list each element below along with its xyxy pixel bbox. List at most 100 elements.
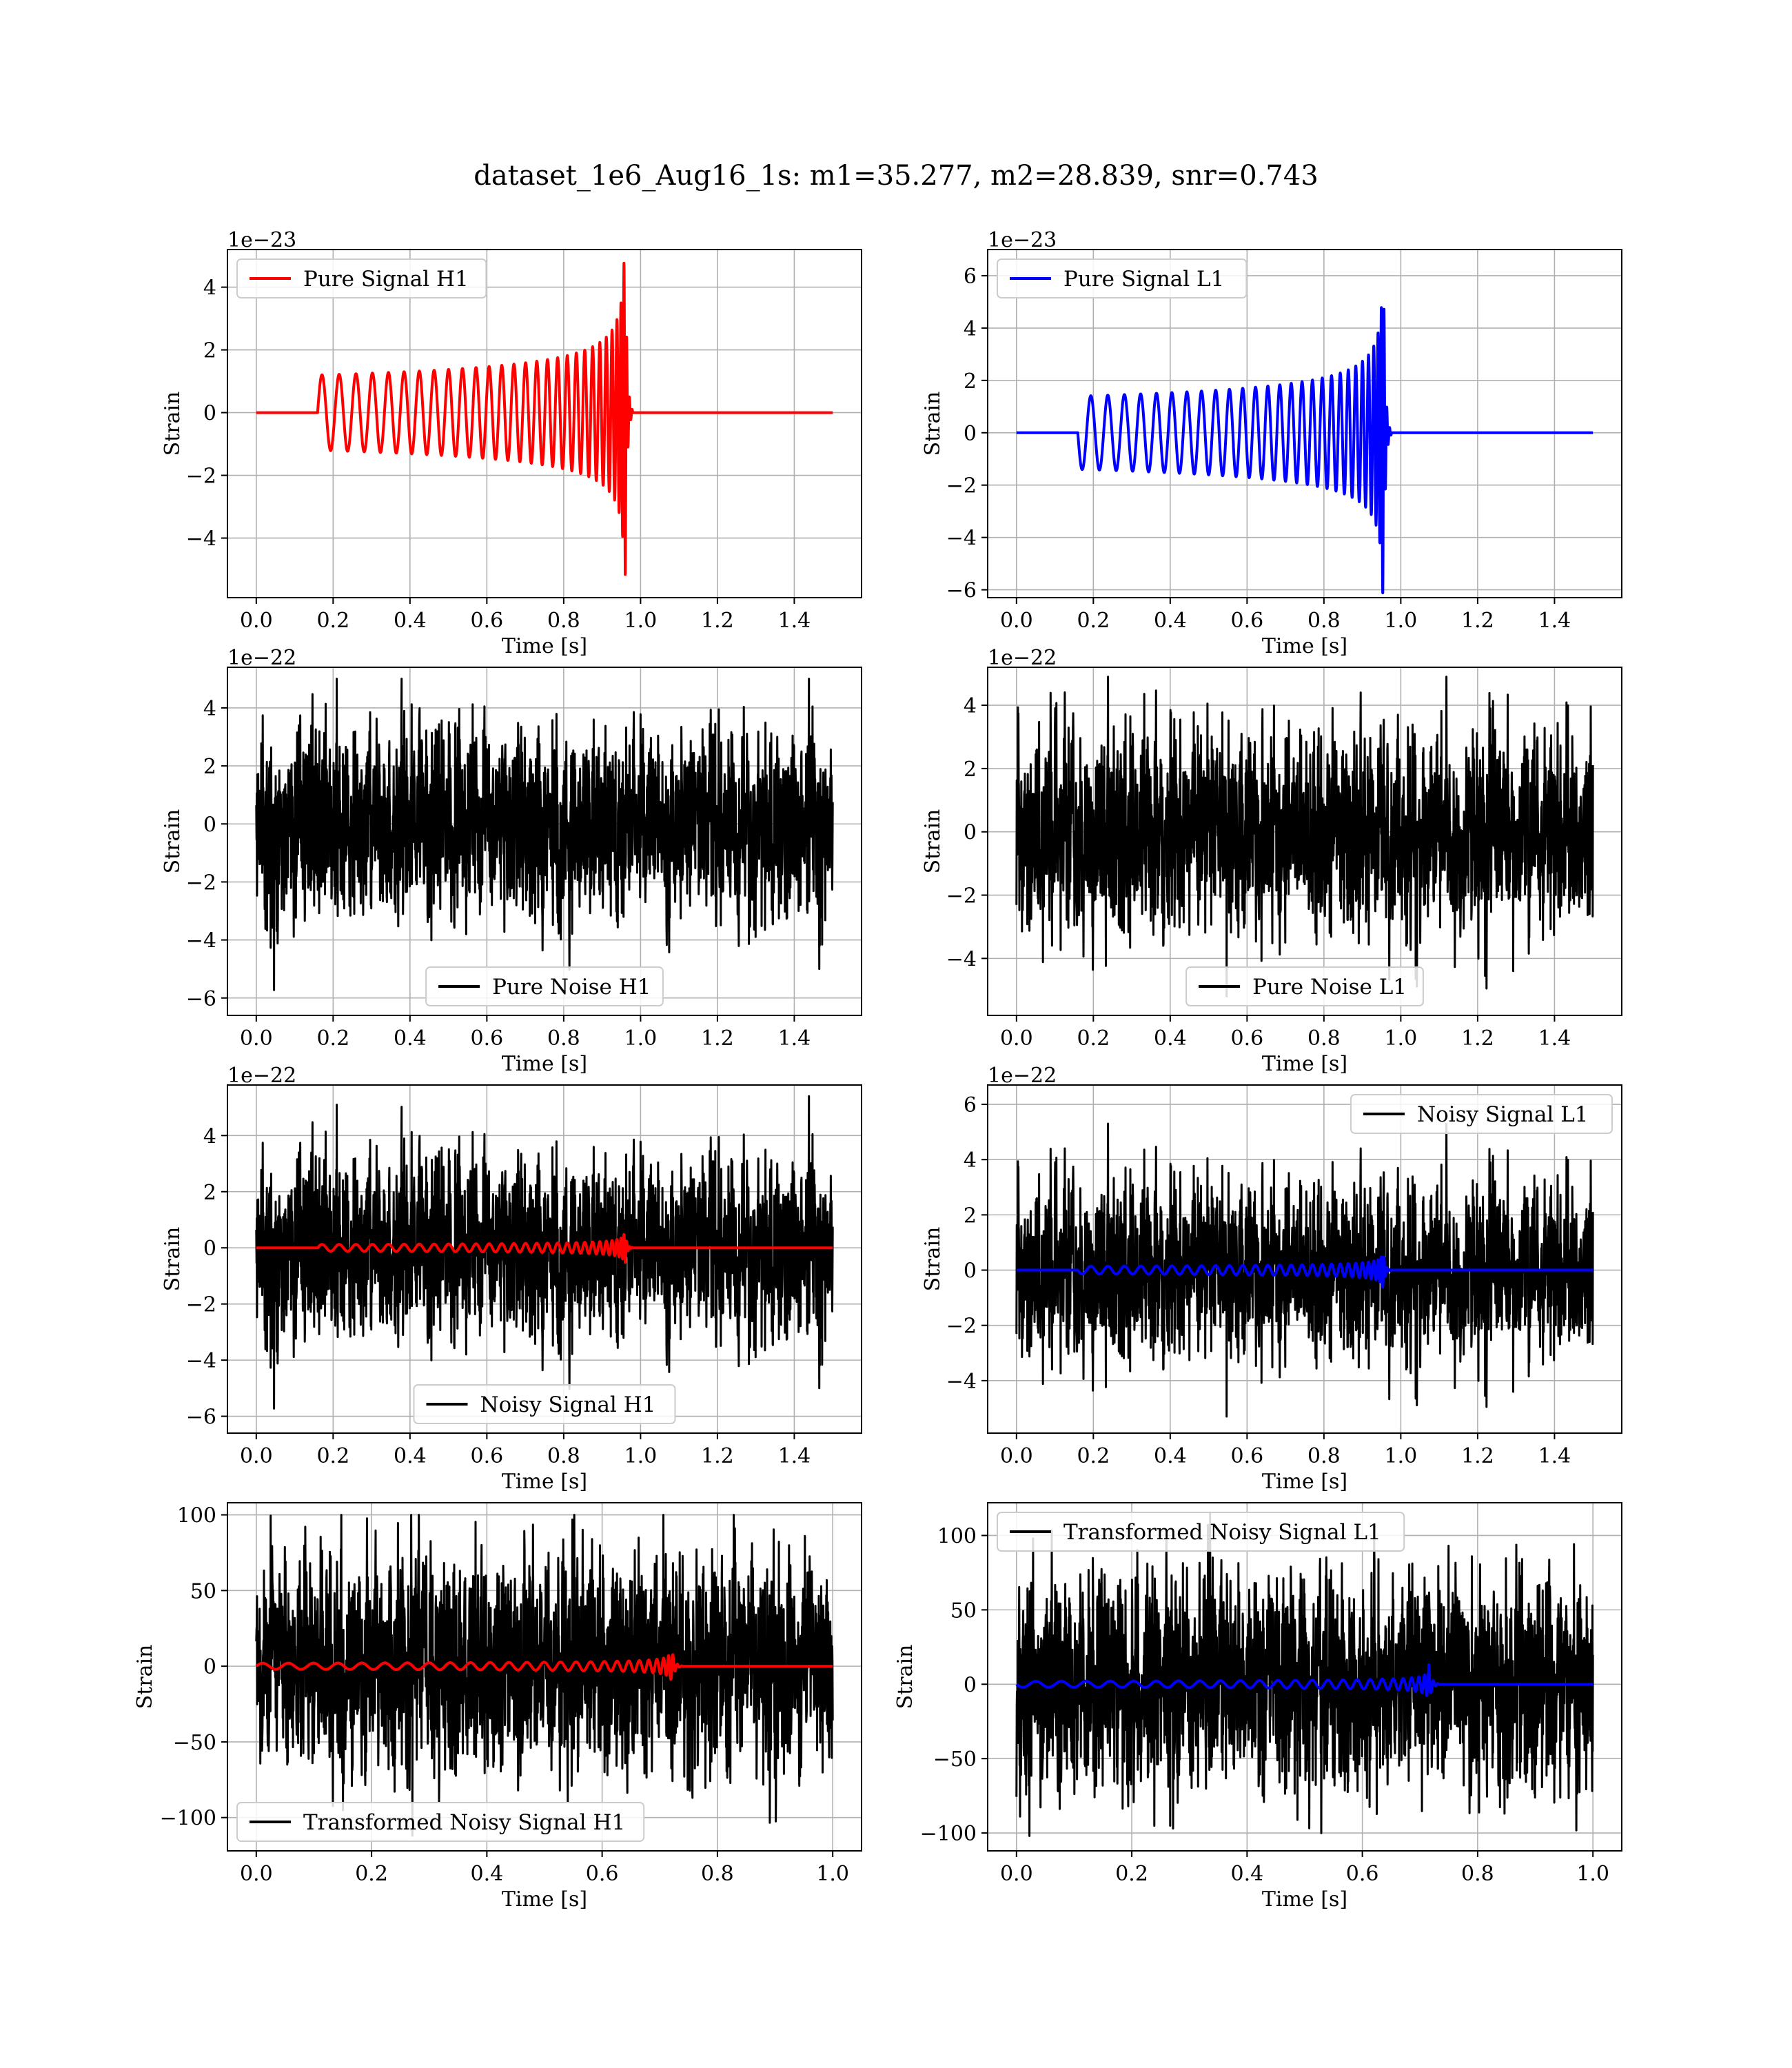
- legend-label: Noisy Signal H1: [480, 1392, 656, 1417]
- axes-frame: [987, 1084, 1622, 1434]
- scale-offset-label: 1e−22: [227, 646, 296, 670]
- axes-frame: [987, 667, 1622, 1016]
- legend-box: [236, 258, 487, 298]
- legend: Noisy Signal H1: [413, 1384, 676, 1424]
- x-axis-label: Time [s]: [1262, 1470, 1347, 1494]
- y-tick-label: −2: [186, 871, 216, 895]
- y-tick-label: −50: [173, 1731, 216, 1755]
- x-tick-label: 1.0: [1385, 609, 1418, 633]
- plot-area: [1015, 1512, 1594, 1837]
- y-tick-label: 100: [177, 1504, 216, 1528]
- x-axis-label: Time [s]: [502, 1470, 587, 1494]
- x-tick-label: 0.2: [355, 1862, 388, 1886]
- axes-frame: [987, 1502, 1622, 1852]
- y-tick-label: −4: [946, 947, 977, 971]
- y-tick-label: 4: [964, 317, 977, 341]
- y-tick-label: −2: [946, 1315, 977, 1339]
- legend-box: [997, 1512, 1405, 1552]
- chart-transformed-noisy-signal-l1: 0.0 0.2 0.4 0.6 0.8 1.0 −100 −50 0 50 100 Time [s] S…: [893, 1502, 1622, 1912]
- y-tick-label: 2: [964, 1204, 977, 1228]
- scale-offset-label: 1e−23: [988, 228, 1057, 252]
- x-tick-label: 0.8: [547, 1444, 580, 1468]
- noise-line: [255, 1095, 834, 1410]
- x-tick-label: 1.0: [1385, 1444, 1418, 1468]
- x-tick-label: 0.2: [1077, 1026, 1110, 1051]
- x-tick-label: 1.2: [1461, 1444, 1494, 1468]
- legend-label: Transformed Noisy Signal L1: [1063, 1520, 1381, 1545]
- x-tick-label: 1.2: [701, 1026, 734, 1051]
- x-tick-label: 0.0: [240, 1862, 273, 1886]
- y-tick-label: −50: [933, 1747, 977, 1772]
- y-axis-label: Strain: [161, 392, 185, 456]
- x-tick-label: 0.6: [1346, 1862, 1379, 1886]
- legend: Noisy Signal L1: [1350, 1094, 1613, 1134]
- x-tick-label: 0.6: [471, 1444, 504, 1468]
- plot-area: [1015, 676, 1594, 997]
- x-tick-label: 1.2: [1461, 609, 1494, 633]
- y-tick-label: 0: [964, 1673, 977, 1697]
- x-tick-label: 0.2: [1077, 1444, 1110, 1468]
- chart-noisy-signal-l1: 0.0 0.2 0.4 0.6 0.8 1.0 1.2 1.4 −4 −2 0 2 4 6 Time [s]…: [921, 1064, 1622, 1494]
- y-tick-label: 4: [964, 694, 977, 718]
- y-tick-label: −6: [186, 1406, 216, 1430]
- x-tick-label: 1.4: [778, 609, 811, 633]
- axes-frame: [227, 249, 862, 598]
- signal-line: [1015, 306, 1594, 595]
- x-tick-label: 0.6: [471, 609, 504, 633]
- x-tick-label: 0.6: [1231, 1444, 1264, 1468]
- scale-offset-label: 1e−22: [988, 1064, 1057, 1088]
- x-tick-label: 0.0: [1000, 1026, 1033, 1051]
- y-axis-label: Strain: [921, 809, 945, 874]
- signal-line: [255, 1233, 834, 1264]
- x-tick-label: 1.4: [1538, 1026, 1571, 1051]
- x-tick-label: 0.8: [1461, 1862, 1494, 1886]
- legend-label: Pure Noise L1: [1252, 975, 1407, 1000]
- x-axis-label: Time [s]: [502, 1887, 587, 1912]
- x-tick-label: 1.4: [1538, 1444, 1571, 1468]
- y-axis-label: Strain: [893, 1645, 917, 1710]
- x-tick-label: 0.0: [240, 609, 273, 633]
- y-tick-label: 2: [203, 339, 216, 363]
- x-tick-label: 0.8: [1307, 1026, 1341, 1051]
- x-tick-label: 0.0: [1000, 1444, 1033, 1468]
- y-tick-label: 4: [203, 1124, 216, 1148]
- y-axis-label: Strain: [161, 1227, 185, 1292]
- noise-line: [255, 678, 834, 991]
- x-tick-label: 0.2: [316, 1444, 349, 1468]
- y-tick-label: 0: [203, 402, 216, 426]
- axes-frame: [227, 667, 862, 1016]
- y-tick-label: −4: [946, 1370, 977, 1394]
- y-tick-label: 4: [203, 276, 216, 301]
- scale-offset-label: 1e−22: [988, 646, 1057, 670]
- plot-area: [255, 678, 834, 991]
- y-axis-label: Strain: [161, 809, 185, 874]
- legend-label: Pure Signal H1: [303, 267, 469, 292]
- x-tick-label: 0.0: [1000, 1862, 1033, 1886]
- y-tick-label: 50: [950, 1599, 977, 1623]
- y-tick-label: −100: [920, 1822, 977, 1846]
- legend-box: [1185, 966, 1424, 1006]
- x-tick-label: 0.8: [547, 609, 580, 633]
- y-axis-label: Strain: [921, 392, 945, 456]
- plot-area: [255, 1095, 834, 1410]
- legend-label: Pure Signal L1: [1063, 267, 1224, 292]
- y-tick-label: 6: [964, 265, 977, 289]
- y-tick-label: 0: [964, 1259, 977, 1284]
- y-tick-label: 0: [203, 1655, 216, 1679]
- x-tick-label: 0.2: [316, 1026, 349, 1051]
- x-tick-label: 0.6: [1231, 609, 1264, 633]
- x-tick-label: 0.6: [1231, 1026, 1264, 1051]
- x-tick-label: 0.4: [394, 609, 427, 633]
- x-tick-label: 1.4: [1538, 609, 1571, 633]
- x-axis-label: Time [s]: [502, 634, 587, 658]
- x-tick-label: 0.4: [471, 1862, 504, 1886]
- x-axis-label: Time [s]: [1262, 1052, 1347, 1076]
- legend: Transformed Noisy Signal H1: [236, 1802, 645, 1842]
- y-tick-label: 50: [190, 1579, 216, 1603]
- y-tick-label: 6: [964, 1093, 977, 1117]
- y-tick-label: −2: [946, 474, 977, 498]
- legend-label: Noisy Signal L1: [1417, 1102, 1589, 1127]
- noise-line: [1015, 676, 1594, 997]
- y-tick-label: 2: [203, 755, 216, 779]
- scale-offset-label: 1e−22: [227, 1064, 296, 1088]
